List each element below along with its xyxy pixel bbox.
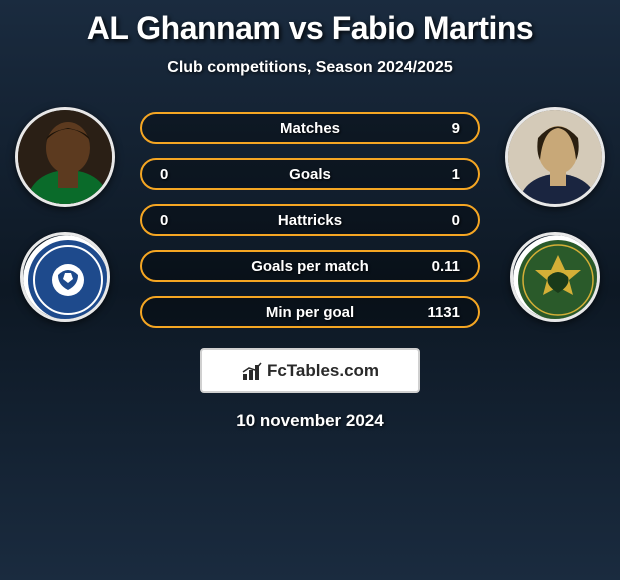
player-right-column (500, 107, 610, 322)
brand-box: FcTables.com (200, 348, 420, 393)
stat-right-value: 1 (430, 166, 460, 183)
stat-label: Matches (280, 120, 340, 137)
brand-text: FcTables.com (267, 361, 379, 381)
stat-row: 0 Hattricks 0 (140, 204, 480, 236)
stat-label: Goals (289, 166, 331, 183)
stat-row: Matches 9 (140, 112, 480, 144)
stat-right-value: 0.11 (430, 258, 460, 275)
date-text: 10 november 2024 (0, 411, 620, 431)
player-left-club-badge (20, 232, 110, 322)
stat-row: Min per goal 1131 (140, 296, 480, 328)
player-left-avatar (15, 107, 115, 207)
stat-left-value: 0 (160, 166, 190, 183)
comparison-row: Matches 9 0 Goals 1 0 Hattricks 0 Goals … (0, 107, 620, 328)
stats-column: Matches 9 0 Goals 1 0 Hattricks 0 Goals … (140, 112, 480, 328)
stat-label: Hattricks (278, 212, 342, 229)
player-right-club-badge (510, 232, 600, 322)
subtitle: Club competitions, Season 2024/2025 (0, 59, 620, 77)
stat-right-value: 1131 (427, 304, 460, 321)
page-title: AL Ghannam vs Fabio Martins (0, 10, 620, 47)
stat-right-value: 0 (430, 212, 460, 229)
stat-row: Goals per match 0.11 (140, 250, 480, 282)
stat-label: Min per goal (266, 304, 354, 321)
stat-left-value: 0 (160, 212, 190, 229)
player-left-column (10, 107, 120, 322)
stat-right-value: 9 (430, 120, 460, 137)
player-right-avatar (505, 107, 605, 207)
stat-label: Goals per match (251, 258, 369, 275)
chart-icon (241, 360, 263, 382)
stat-row: 0 Goals 1 (140, 158, 480, 190)
